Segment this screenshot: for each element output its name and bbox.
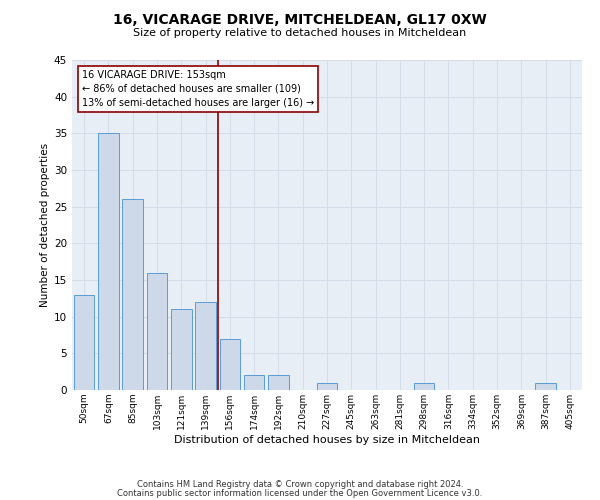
Y-axis label: Number of detached properties: Number of detached properties [40, 143, 50, 307]
Text: Size of property relative to detached houses in Mitcheldean: Size of property relative to detached ho… [133, 28, 467, 38]
Text: 16 VICARAGE DRIVE: 153sqm
← 86% of detached houses are smaller (109)
13% of semi: 16 VICARAGE DRIVE: 153sqm ← 86% of detac… [82, 70, 314, 108]
Text: Contains HM Land Registry data © Crown copyright and database right 2024.: Contains HM Land Registry data © Crown c… [137, 480, 463, 489]
Bar [317, 382, 337, 390]
Bar [195, 302, 216, 390]
Bar [414, 382, 434, 390]
Bar [244, 376, 265, 390]
Bar [171, 310, 191, 390]
Bar [220, 338, 240, 390]
X-axis label: Distribution of detached houses by size in Mitcheldean: Distribution of detached houses by size … [174, 434, 480, 444]
Bar [268, 376, 289, 390]
Bar [98, 134, 119, 390]
Text: Contains public sector information licensed under the Open Government Licence v3: Contains public sector information licen… [118, 488, 482, 498]
Bar [146, 272, 167, 390]
Bar [535, 382, 556, 390]
Text: 16, VICARAGE DRIVE, MITCHELDEAN, GL17 0XW: 16, VICARAGE DRIVE, MITCHELDEAN, GL17 0X… [113, 12, 487, 26]
Bar [122, 200, 143, 390]
Bar [74, 294, 94, 390]
